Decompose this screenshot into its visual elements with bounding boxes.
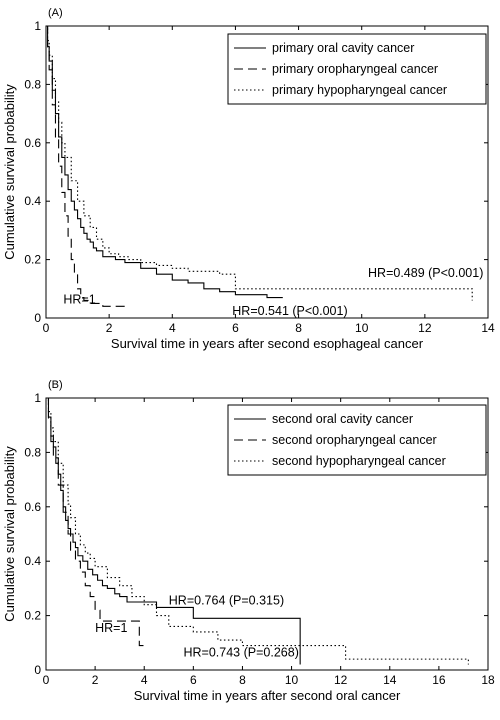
plot-frame — [45, 397, 489, 671]
x-tick-label: 14 — [383, 673, 397, 687]
series-line-dashed — [46, 397, 145, 647]
x-tick-label: 0 — [43, 673, 50, 687]
legend-entry: second hypopharyngeal cancer — [272, 454, 446, 468]
y-tick-label: 0 — [34, 663, 41, 677]
x-tick-label: 10 — [355, 321, 369, 335]
chart-panel-b: 0 2 4 6 8 10 12 14 16 18 0 0.2 0.4 0.6 0.8 1 Survival ti… — [2, 379, 495, 703]
hazard-ratio-annotation: HR=0.541 (P<0.001) — [232, 304, 347, 318]
y-tick-label: 0.4 — [24, 554, 41, 568]
series-line-dashed — [46, 25, 125, 307]
y-axis-label: Cumulative survival probability — [2, 446, 17, 622]
plot-frame — [45, 25, 489, 319]
x-tick-label: 6 — [232, 321, 239, 335]
x-tick-label: 0 — [43, 321, 50, 335]
y-tick-label: 1 — [34, 19, 41, 33]
panel-label: (B) — [48, 379, 63, 391]
hazard-ratio-annotation: HR=0.743 (P=0.268) — [184, 645, 299, 659]
panel-label: (A) — [48, 7, 63, 19]
legend-box — [227, 404, 487, 476]
x-axis-label: Survival time in years after second esop… — [111, 336, 424, 351]
x-tick-label: 2 — [106, 321, 113, 335]
y-tick-label: 0.6 — [24, 500, 41, 514]
hazard-ratio-annotation: HR=0.764 (P=0.315) — [169, 594, 284, 608]
legend-entry: second oropharyngeal cancer — [272, 433, 437, 447]
x-tick-label: 14 — [481, 321, 495, 335]
hazard-ratio-annotation: HR=0.489 (P<0.001) — [368, 266, 483, 280]
legend-entry: primary oropharyngeal cancer — [272, 62, 438, 76]
y-tick-label: 0 — [34, 311, 41, 325]
x-tick-label: 12 — [334, 673, 348, 687]
x-tick-label: 8 — [239, 673, 246, 687]
y-tick-label: 0.4 — [24, 194, 41, 208]
legend-box — [227, 33, 487, 105]
series-line-solid — [46, 25, 283, 299]
x-tick-label: 12 — [418, 321, 432, 335]
x-tick-label: 6 — [190, 673, 197, 687]
y-tick-label: 0.2 — [24, 609, 41, 623]
legend-entry: primary oral cavity cancer — [272, 41, 414, 55]
x-tick-label: 4 — [141, 673, 148, 687]
y-tick-label: 1 — [34, 391, 41, 405]
y-tick-label: 0.8 — [24, 77, 41, 91]
x-tick-label: 4 — [169, 321, 176, 335]
y-axis-label: Cumulative survival probability — [2, 84, 17, 260]
y-tick-label: 0.8 — [24, 445, 41, 459]
legend-entry: second oral cavity cancer — [272, 412, 413, 426]
x-axis-label: Survival time in years after second oral… — [134, 688, 401, 703]
legend: primary oral cavity cancer primary oropha… — [227, 33, 487, 105]
legend-entry: primary hypopharyngeal cancer — [272, 83, 447, 97]
x-tick-label: 16 — [432, 673, 446, 687]
series-line-dotted — [46, 397, 469, 665]
x-tick-label: 18 — [481, 673, 495, 687]
chart-panel-a: 0 2 4 6 8 10 12 14 0 0.2 0.4 0.6 0.8 1 Survival time i… — [2, 7, 495, 351]
x-tick-label: 8 — [295, 321, 302, 335]
hazard-ratio-annotation: HR=1 — [95, 621, 127, 635]
y-tick-label: 0.2 — [24, 253, 41, 267]
y-tick-label: 0.6 — [24, 136, 41, 150]
x-tick-label: 2 — [92, 673, 99, 687]
series-line-dotted — [46, 25, 473, 301]
legend: second oral cavity cancer second orophary… — [227, 404, 487, 476]
x-tick-label: 10 — [285, 673, 299, 687]
hazard-ratio-annotation: HR=1 — [63, 292, 95, 306]
